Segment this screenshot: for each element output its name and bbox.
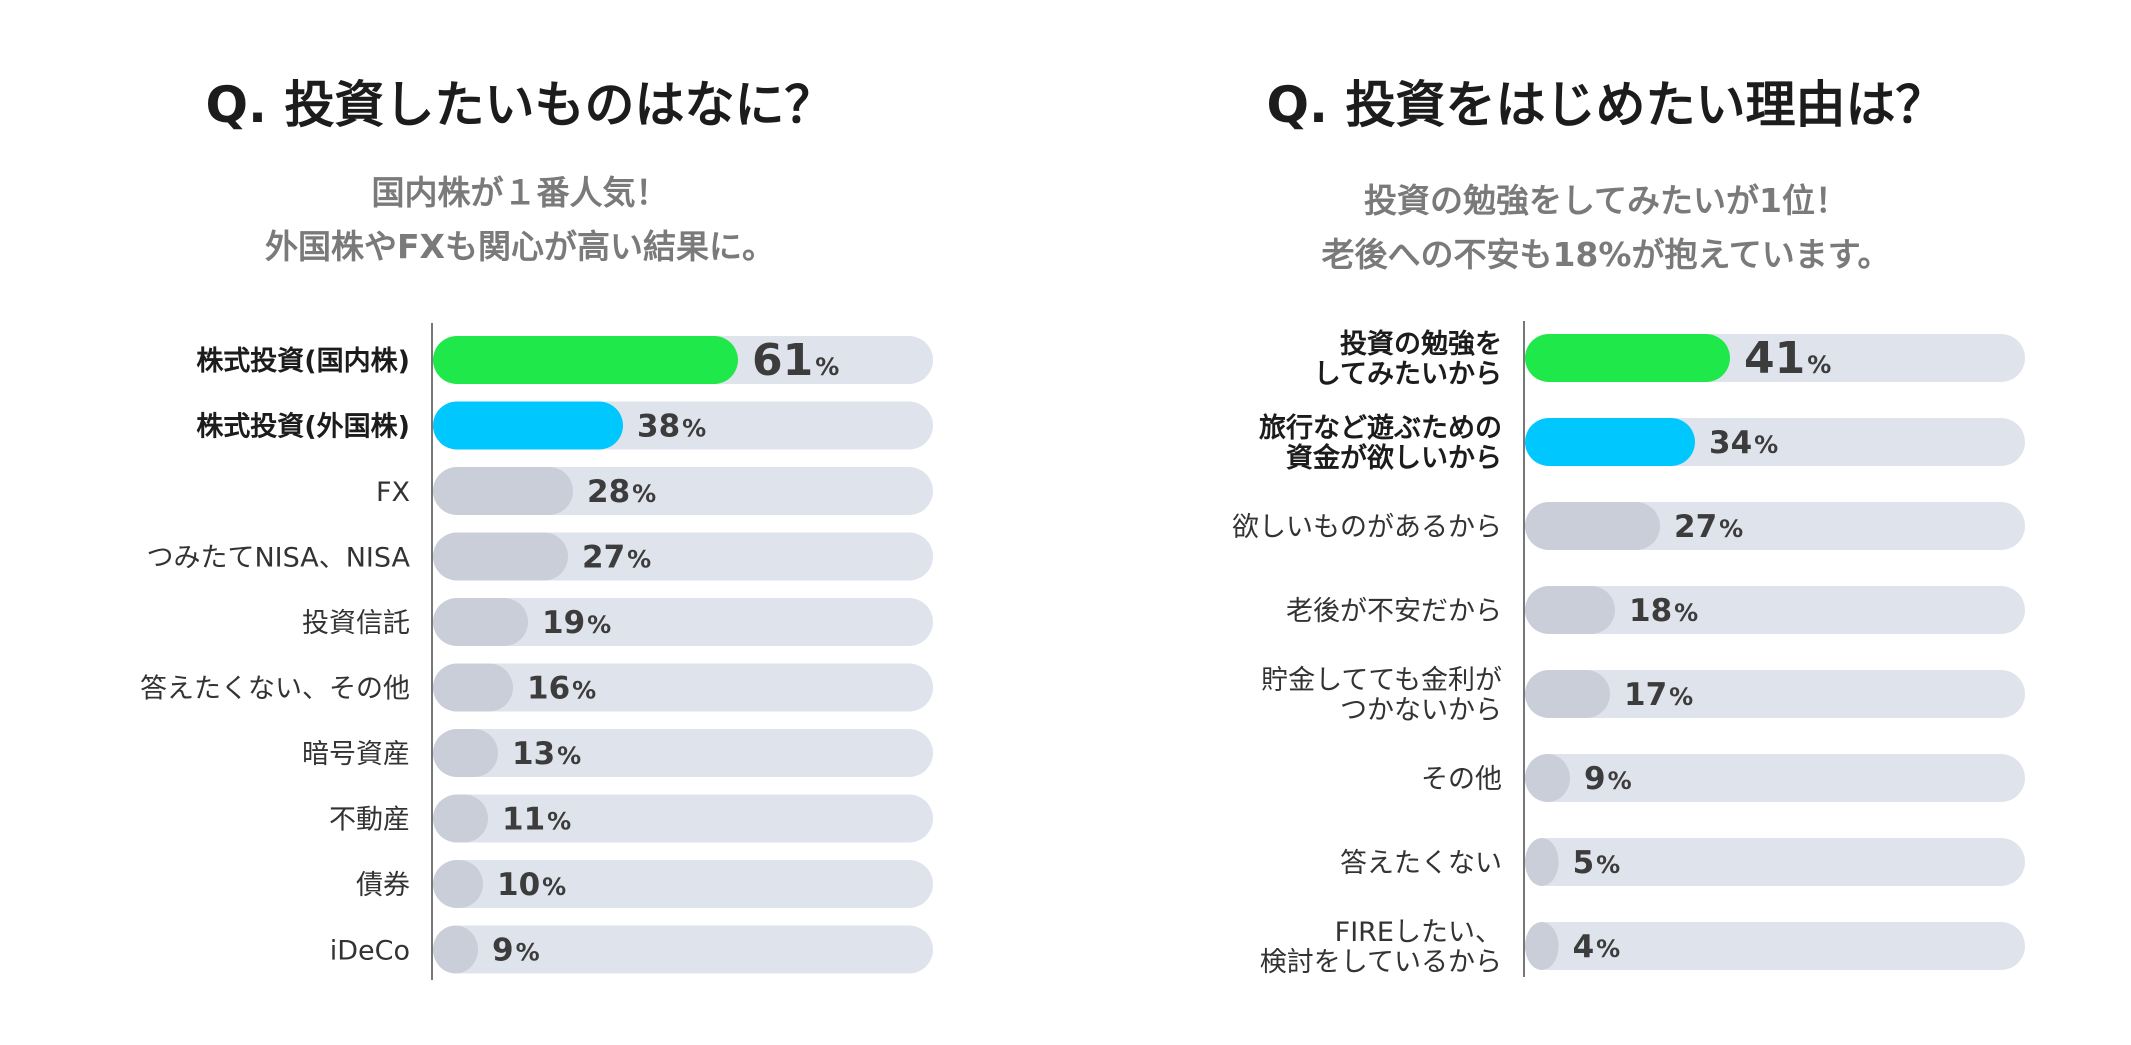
data-label: 28% xyxy=(587,474,656,510)
bar-track xyxy=(1525,922,2025,970)
category-label: 不動産 xyxy=(329,805,410,836)
data-label: 19% xyxy=(542,605,611,641)
bar xyxy=(1525,334,1730,382)
unit-label: % xyxy=(632,480,656,508)
unit-label: % xyxy=(587,611,611,639)
category-label: FIREしたい、 xyxy=(1335,917,1502,948)
bar xyxy=(1525,922,1559,970)
category-label: 老後が不安だから xyxy=(1286,596,1502,627)
category-label: 欲しいものがあるから xyxy=(1232,512,1502,543)
data-label: 10% xyxy=(497,867,566,903)
unit-label: % xyxy=(1608,767,1632,795)
bar-track xyxy=(1525,754,2025,802)
data-label: 11% xyxy=(502,802,571,838)
category-label: 株式投資(外国株) xyxy=(196,412,410,443)
bar-track xyxy=(433,794,933,843)
bar-track xyxy=(433,729,933,777)
category-label: つみたてNISA、NISA xyxy=(146,543,410,574)
category-label: 投資信託 xyxy=(302,608,410,639)
data-label: 38% xyxy=(637,409,706,445)
bar-track xyxy=(1525,670,2025,718)
bar-track xyxy=(433,598,933,646)
data-label: 16% xyxy=(527,671,596,707)
unit-label: % xyxy=(547,808,571,836)
category-label: つかないから xyxy=(1340,695,1502,726)
unit-label: % xyxy=(1754,431,1778,459)
bar xyxy=(433,860,483,908)
data-label: 27% xyxy=(582,540,651,576)
unit-label: % xyxy=(516,939,540,967)
bar-track xyxy=(1525,838,2025,886)
category-label: 株式投資(国内株) xyxy=(196,346,410,377)
data-label: 9% xyxy=(492,933,540,969)
unit-label: % xyxy=(1807,351,1831,379)
chart-title: Q. 投資をはじめたい理由は？ xyxy=(1267,76,1946,134)
category-label: FX xyxy=(376,477,410,508)
category-label: その他 xyxy=(1421,764,1502,795)
chart-title: Q. 投資したいものはなに？ xyxy=(206,76,835,134)
bar xyxy=(1525,418,1695,466)
bar xyxy=(433,794,488,843)
bar xyxy=(1525,502,1660,550)
bar xyxy=(433,598,528,646)
category-label: 旅行など遊ぶための xyxy=(1259,412,1502,444)
bar xyxy=(433,401,623,450)
bar xyxy=(433,729,498,777)
category-label: 債券 xyxy=(356,870,410,901)
chart-subtitle: 国内株が１番人気！ xyxy=(372,173,669,212)
chart-investment-targets: Q. 投資したいものはなに？ 国内株が１番人気！ 外国株やFXも関心が高い結果に。 6… xyxy=(140,76,933,980)
data-label: 4% xyxy=(1573,929,1621,965)
unit-label: % xyxy=(1596,851,1620,879)
data-label: 18% xyxy=(1629,593,1698,629)
bar xyxy=(433,336,738,384)
bar xyxy=(1525,838,1559,886)
unit-label: % xyxy=(542,873,566,901)
unit-label: % xyxy=(1596,935,1620,963)
unit-label: % xyxy=(627,546,651,574)
category-label: 投資の勉強を xyxy=(1340,329,1502,360)
data-label: 41% xyxy=(1744,333,1831,384)
category-label: 暗号資産 xyxy=(302,739,410,770)
unit-label: % xyxy=(1669,683,1693,711)
category-label: 検討をしているから xyxy=(1260,947,1502,978)
data-label: 5% xyxy=(1573,845,1621,881)
unit-label: % xyxy=(682,415,706,443)
bar xyxy=(433,925,478,974)
chart-subtitle: 投資の勉強をしてみたいが1位！ xyxy=(1364,181,1848,220)
data-label: 13% xyxy=(512,736,581,772)
data-label: 9% xyxy=(1584,761,1632,797)
chart-subtitle: 老後への不安も18%が抱えています。 xyxy=(1321,235,1890,274)
bar xyxy=(1525,670,1610,718)
bar-track xyxy=(1525,586,2025,634)
bar-track xyxy=(433,860,933,908)
data-label: 17% xyxy=(1624,677,1693,713)
category-label: 答えたくない xyxy=(1340,848,1502,879)
bar xyxy=(433,532,568,581)
category-label: iDeCo xyxy=(330,936,410,967)
bar xyxy=(1525,754,1570,802)
bar-track xyxy=(433,925,933,974)
bar-track xyxy=(433,663,933,712)
category-label: 資金が欲しいから xyxy=(1286,442,1502,474)
category-label: 答えたくない、その他 xyxy=(140,674,410,705)
bar xyxy=(433,663,513,712)
unit-label: % xyxy=(557,742,581,770)
category-label: 貯金してても金利が xyxy=(1261,665,1502,696)
unit-label: % xyxy=(572,677,596,705)
data-label: 61% xyxy=(752,335,839,386)
category-label: してみたいから xyxy=(1314,359,1502,390)
data-label: 34% xyxy=(1709,425,1778,461)
unit-label: % xyxy=(1719,515,1743,543)
unit-label: % xyxy=(815,353,839,381)
chart-investment-reasons: Q. 投資をはじめたい理由は？ 投資の勉強をしてみたいが1位！ 老後への不安も18%… xyxy=(1232,76,2025,978)
bar xyxy=(1525,586,1615,634)
unit-label: % xyxy=(1674,599,1698,627)
chart-subtitle: 外国株やFXも関心が高い結果に。 xyxy=(265,227,775,266)
data-label: 27% xyxy=(1674,509,1743,545)
bar xyxy=(433,467,573,515)
